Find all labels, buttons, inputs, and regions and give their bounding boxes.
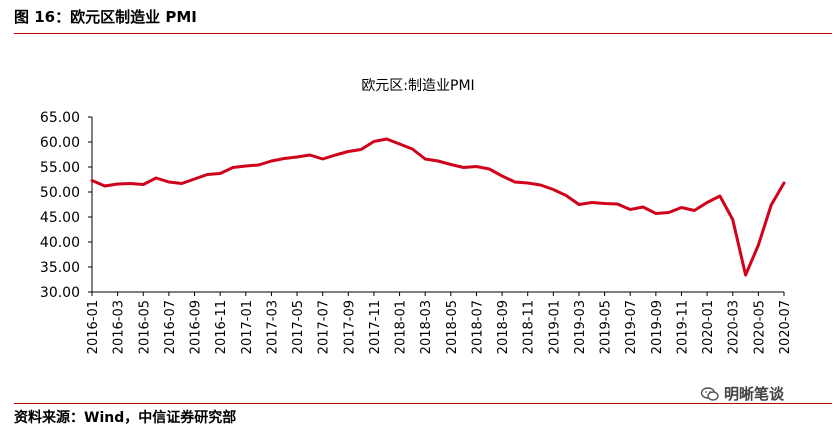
- y-tick-label: 55.00: [40, 160, 80, 176]
- figure-title: 图 16：欧元区制造业 PMI: [14, 8, 197, 26]
- x-tick-label: 2020-03: [727, 300, 742, 354]
- x-tick-label: 2017-07: [317, 300, 332, 354]
- x-tick-label: 2019-03: [573, 300, 588, 354]
- chart: 欧元区:制造业PMI 30.00 35.00 40.00 45.00 50.00 55.0…: [40, 78, 793, 354]
- x-tick-label: 2016-09: [189, 300, 204, 354]
- y-tick-label: 45.00: [40, 210, 80, 226]
- x-tick-label: 2017-09: [342, 300, 357, 354]
- x-tick-label: 2018-03: [419, 300, 434, 354]
- y-tick-label: 65.00: [40, 110, 80, 126]
- x-tick-label: 2016-07: [163, 300, 178, 354]
- header-divider: [14, 33, 832, 34]
- x-tick-label: 2018-01: [394, 300, 409, 354]
- source-note: 资料来源：Wind，中信证券研究部: [14, 410, 237, 426]
- chart-title: 欧元区:制造业PMI: [361, 78, 474, 94]
- y-tick-label: 30.00: [40, 285, 80, 301]
- x-tick-label: 2019-09: [650, 300, 665, 354]
- x-tick-label: 2017-11: [368, 300, 383, 354]
- x-tick-label: 2018-11: [522, 300, 537, 354]
- pmi-line: [90, 137, 786, 277]
- x-ticks: 2016-01 2016-03 2016-05 2016-07 2016-09 2016-…: [86, 292, 793, 354]
- x-tick-label: 2020-07: [778, 300, 793, 354]
- y-tick-label: 40.00: [40, 235, 80, 251]
- y-tick-label: 60.00: [40, 135, 80, 151]
- x-tick-label: 2018-09: [496, 300, 511, 354]
- wechat-icon: [700, 386, 719, 401]
- x-tick-label: 2018-05: [445, 300, 460, 354]
- watermark: 明晰笔谈: [700, 383, 784, 404]
- x-tick-label: 2017-01: [240, 300, 255, 354]
- x-tick-label: 2016-03: [112, 300, 127, 354]
- x-tick-label: 2017-03: [265, 300, 280, 354]
- x-tick-label: 2016-01: [86, 300, 101, 354]
- x-tick-label: 2020-05: [752, 300, 767, 354]
- x-tick-label: 2019-07: [624, 300, 639, 354]
- watermark-text: 明晰笔谈: [724, 385, 785, 403]
- y-tick-label: 35.00: [40, 260, 80, 276]
- x-tick-label: 2016-05: [137, 300, 152, 354]
- x-tick-label: 2019-11: [675, 300, 690, 354]
- x-tick-label: 2017-05: [291, 300, 306, 354]
- y-tick-label: 50.00: [40, 185, 80, 201]
- x-tick-label: 2016-11: [214, 300, 229, 354]
- x-tick-label: 2018-07: [470, 300, 485, 354]
- y-ticks: 30.00 35.00 40.00 45.00 50.00 55.00 60.00 65.00: [40, 110, 92, 301]
- x-tick-label: 2019-01: [547, 300, 562, 354]
- footer-divider: [14, 403, 832, 404]
- x-tick-label: 2019-05: [599, 300, 614, 354]
- x-tick-label: 2020-01: [701, 300, 716, 354]
